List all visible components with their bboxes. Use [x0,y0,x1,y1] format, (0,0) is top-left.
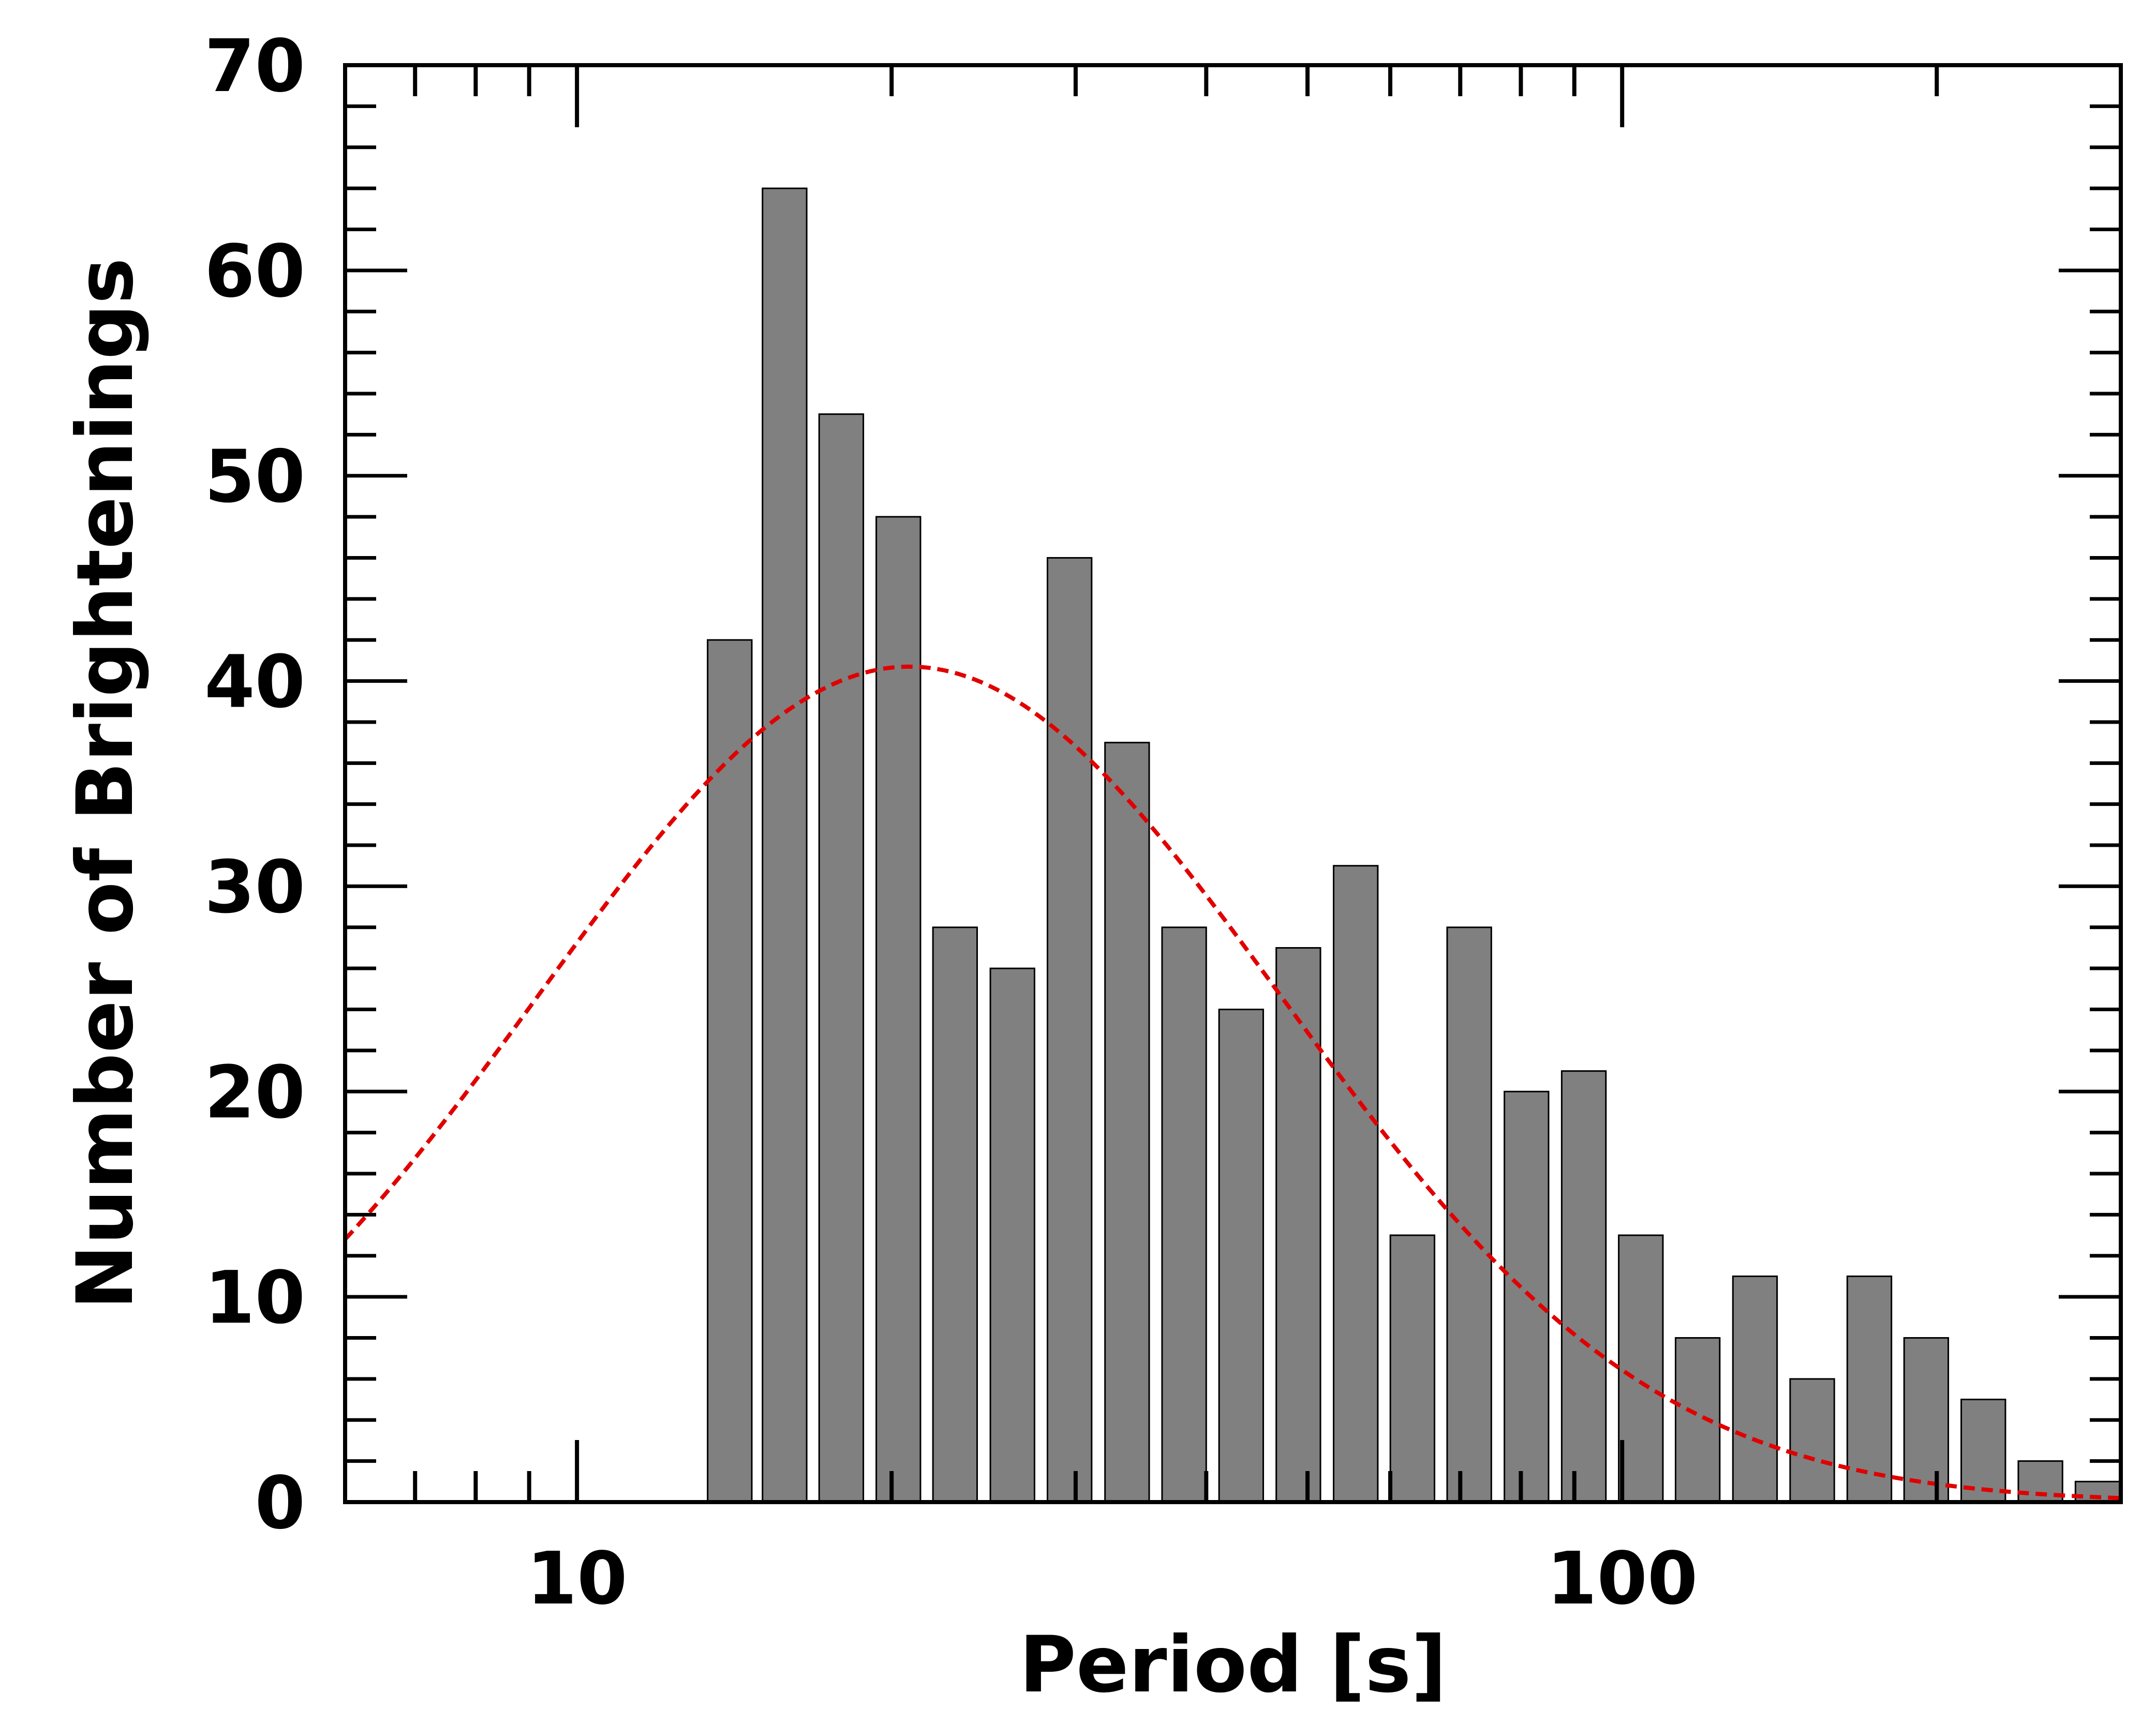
histogram-bar-3 [818,413,865,1503]
histogram-bar-17 [1618,1234,1664,1503]
histogram-bar-9 [1161,926,1207,1503]
histogram-bar-16 [1560,1070,1607,1503]
histogram-bar-1 [707,639,753,1503]
histogram-bar-15 [1504,1090,1550,1503]
histogram-bar-5 [932,926,978,1503]
y-tick-label: 0 [255,1461,305,1546]
histogram-bar-19 [1732,1275,1778,1503]
histogram-bar-12 [1333,865,1379,1503]
histogram-bar-8 [1104,742,1150,1503]
bars-layer [707,187,2121,1503]
fit-layer [344,664,2121,1501]
labels-layer: 10 100 0 10 20 30 40 50 60 70 [204,24,1698,1621]
histogram-bar-6 [989,967,1035,1503]
histogram-bar-10 [1218,1009,1265,1503]
histogram-bar-7 [1046,557,1093,1503]
x-tick-label: 10 [527,1537,628,1621]
histogram-bar-4 [875,516,921,1503]
y-tick-label: 30 [204,845,305,930]
plot-frame [343,63,2123,1504]
histogram-bar-22 [1903,1337,1950,1503]
y-tick-label: 60 [204,230,305,314]
histogram-bar-20 [1789,1378,1835,1503]
y-tick-label: 40 [204,640,305,725]
histogram-bar-13 [1389,1234,1436,1503]
x-tick-label: 100 [1547,1537,1698,1621]
y-tick-label: 70 [204,24,305,109]
x-axis-title: Period [s] [1019,1620,1447,1710]
histogram-bar-11 [1275,947,1321,1503]
y-tick-label: 20 [204,1051,305,1135]
histogram-bar-21 [1846,1275,1893,1503]
histogram-bar-2 [762,187,808,1503]
histogram-bar-14 [1446,926,1492,1503]
ticks-layer [343,63,2123,1504]
y-tick-label: 10 [204,1256,305,1340]
lognormal-fit-curve [344,664,2121,1501]
y-axis-title: Number of Brightenings [61,258,151,1309]
y-tick-label: 50 [204,435,305,519]
